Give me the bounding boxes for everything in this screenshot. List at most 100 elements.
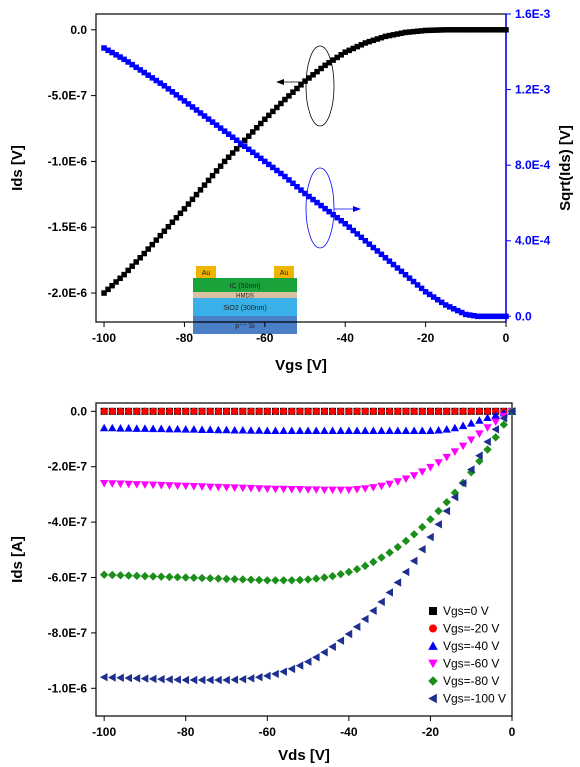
data-point xyxy=(217,163,224,169)
data-point xyxy=(414,282,421,288)
data-point xyxy=(214,574,223,583)
data-point xyxy=(393,478,403,486)
data-point xyxy=(223,407,231,415)
data-point xyxy=(286,177,292,183)
y-tick-label: -1.5E-6 xyxy=(48,220,88,234)
x-tick-label: -100 xyxy=(92,331,116,345)
data-point xyxy=(206,407,214,415)
data-point xyxy=(189,196,196,203)
data-point xyxy=(278,170,284,177)
data-point xyxy=(189,675,198,685)
data-point xyxy=(414,28,421,34)
data-point xyxy=(157,572,166,581)
data-point xyxy=(471,27,477,33)
y2-tick-label: 1.2E-3 xyxy=(515,83,551,97)
data-point xyxy=(354,43,361,50)
data-point xyxy=(190,407,198,415)
data-point xyxy=(222,675,230,685)
data-point xyxy=(238,575,248,584)
data-point xyxy=(141,407,149,415)
data-point xyxy=(230,675,239,684)
data-point xyxy=(165,424,174,433)
data-point xyxy=(238,425,248,434)
data-point xyxy=(406,29,413,35)
data-point xyxy=(409,556,418,566)
data-point xyxy=(140,674,149,683)
data-point xyxy=(326,59,332,66)
data-point xyxy=(286,93,292,99)
data-point xyxy=(378,34,385,41)
data-point xyxy=(274,104,280,111)
data-point xyxy=(394,265,401,271)
data-point xyxy=(197,425,207,433)
data-point xyxy=(217,125,224,131)
y2-tick-label: 0.0 xyxy=(515,309,532,323)
data-point xyxy=(169,89,176,95)
data-point xyxy=(294,85,300,92)
data-point xyxy=(377,553,386,562)
data-point xyxy=(124,673,132,683)
data-point xyxy=(182,407,190,415)
data-point xyxy=(246,484,256,493)
data-point xyxy=(390,32,397,38)
data-point xyxy=(141,69,147,76)
data-point xyxy=(140,424,150,432)
data-point xyxy=(137,67,143,73)
data-point xyxy=(450,492,459,502)
data-point xyxy=(320,426,329,435)
data-point xyxy=(149,241,156,248)
data-point xyxy=(337,407,345,415)
data-point xyxy=(475,313,481,320)
data-point xyxy=(132,674,141,683)
data-point xyxy=(499,27,505,33)
data-point xyxy=(409,472,419,480)
data-point xyxy=(320,648,328,657)
data-point xyxy=(393,578,402,587)
data-point xyxy=(250,129,256,135)
legend-marker xyxy=(428,676,438,686)
legend-label: Vgs=-60 V xyxy=(443,657,499,671)
data-point xyxy=(290,89,296,95)
data-point xyxy=(362,237,369,244)
data-point xyxy=(326,208,332,215)
data-point xyxy=(318,202,324,209)
y-axis-title: Ids [A] xyxy=(9,536,26,583)
data-point xyxy=(205,574,215,583)
data-point xyxy=(214,483,223,492)
data-point xyxy=(426,515,435,524)
data-point xyxy=(148,572,158,581)
data-point xyxy=(451,407,459,415)
data-point xyxy=(198,407,206,415)
data-point xyxy=(446,27,453,33)
data-point xyxy=(157,80,164,86)
data-point xyxy=(370,37,377,44)
data-point xyxy=(225,154,232,160)
data-point xyxy=(298,82,304,88)
data-point xyxy=(382,33,389,40)
data-point xyxy=(393,426,403,435)
sio2-layer-label: SiO2 (300nm) xyxy=(223,305,267,312)
data-point xyxy=(270,108,276,115)
data-point xyxy=(334,214,340,221)
data-point xyxy=(205,425,215,433)
data-point xyxy=(205,177,212,184)
y-tick-label: 0.0 xyxy=(70,404,87,418)
data-point xyxy=(233,137,240,143)
data-point xyxy=(499,414,508,423)
data-point xyxy=(398,268,405,275)
data-point xyxy=(320,573,329,582)
data-point xyxy=(430,27,437,33)
data-point xyxy=(117,54,123,60)
data-point xyxy=(108,423,117,432)
data-point xyxy=(446,304,453,310)
data-point xyxy=(491,410,500,419)
data-point xyxy=(99,570,109,579)
data-point xyxy=(338,52,344,58)
data-point xyxy=(450,423,460,432)
data-point xyxy=(304,407,312,415)
data-point xyxy=(263,576,272,585)
data-point xyxy=(181,675,190,685)
data-point xyxy=(434,459,443,467)
data-point xyxy=(442,27,449,33)
data-point xyxy=(165,86,172,92)
